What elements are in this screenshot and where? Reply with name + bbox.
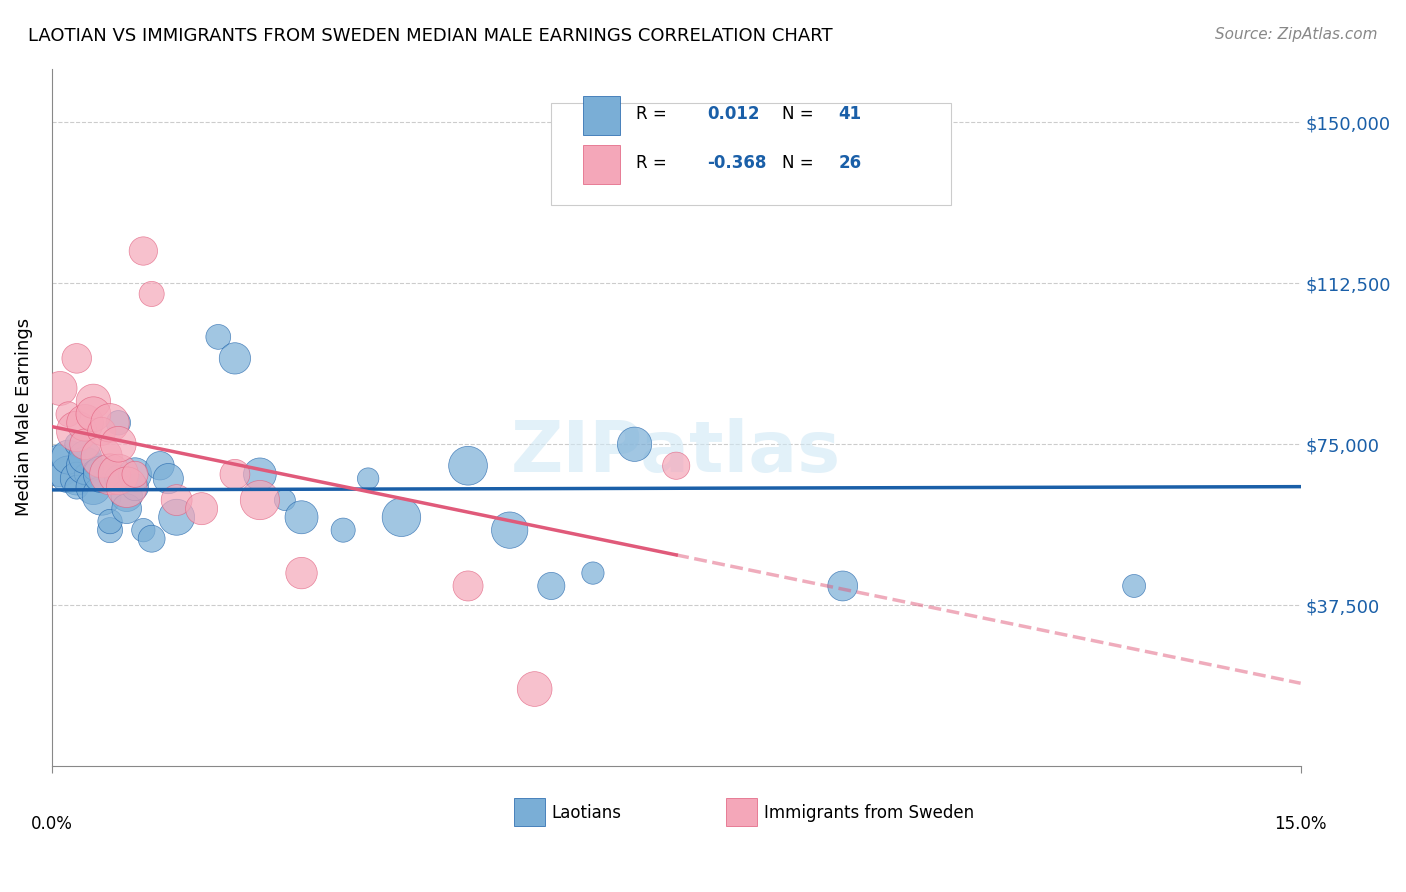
Point bbox=[499, 523, 522, 537]
Point bbox=[73, 467, 96, 482]
Point bbox=[141, 532, 163, 546]
Point bbox=[107, 437, 129, 451]
Point bbox=[224, 467, 246, 482]
Point bbox=[207, 330, 229, 344]
Point bbox=[665, 458, 688, 473]
Point bbox=[115, 489, 138, 503]
Text: Source: ZipAtlas.com: Source: ZipAtlas.com bbox=[1215, 27, 1378, 42]
Point bbox=[98, 416, 121, 430]
Point bbox=[523, 681, 546, 696]
Point bbox=[124, 480, 146, 494]
Y-axis label: Median Male Earnings: Median Male Earnings bbox=[15, 318, 32, 516]
Point bbox=[90, 467, 112, 482]
Text: LAOTIAN VS IMMIGRANTS FROM SWEDEN MEDIAN MALE EARNINGS CORRELATION CHART: LAOTIAN VS IMMIGRANTS FROM SWEDEN MEDIAN… bbox=[28, 27, 832, 45]
Point bbox=[73, 458, 96, 473]
Point bbox=[107, 472, 129, 486]
Point bbox=[332, 523, 354, 537]
Point bbox=[90, 489, 112, 503]
Point bbox=[249, 467, 271, 482]
Point bbox=[107, 467, 129, 482]
Point bbox=[540, 579, 562, 593]
Point bbox=[132, 523, 155, 537]
Point bbox=[115, 480, 138, 494]
FancyBboxPatch shape bbox=[725, 797, 758, 826]
Point bbox=[90, 425, 112, 439]
Point bbox=[623, 437, 645, 451]
FancyBboxPatch shape bbox=[551, 103, 950, 204]
Point bbox=[115, 501, 138, 516]
Point bbox=[457, 579, 479, 593]
FancyBboxPatch shape bbox=[582, 145, 620, 184]
Point bbox=[66, 472, 89, 486]
Point bbox=[82, 480, 104, 494]
Text: R =: R = bbox=[637, 153, 666, 172]
Point bbox=[66, 480, 89, 494]
Point bbox=[66, 437, 89, 451]
Point bbox=[290, 566, 312, 580]
Point bbox=[49, 381, 72, 395]
Point bbox=[107, 416, 129, 430]
Point bbox=[274, 493, 297, 508]
Text: Immigrants from Sweden: Immigrants from Sweden bbox=[763, 804, 974, 822]
Point bbox=[98, 515, 121, 529]
Point bbox=[66, 425, 89, 439]
Point bbox=[98, 467, 121, 482]
Text: 0.012: 0.012 bbox=[707, 105, 759, 123]
Text: Laotians: Laotians bbox=[551, 804, 621, 822]
Point bbox=[49, 458, 72, 473]
Point bbox=[73, 437, 96, 451]
FancyBboxPatch shape bbox=[513, 797, 546, 826]
FancyBboxPatch shape bbox=[582, 96, 620, 135]
Point bbox=[391, 510, 413, 524]
Point bbox=[141, 287, 163, 301]
Text: ZIPatlas: ZIPatlas bbox=[512, 417, 841, 487]
Point bbox=[82, 394, 104, 409]
Point bbox=[290, 510, 312, 524]
Point bbox=[224, 351, 246, 366]
Point bbox=[457, 458, 479, 473]
Point bbox=[82, 463, 104, 477]
Text: N =: N = bbox=[782, 105, 814, 123]
Text: 0.0%: 0.0% bbox=[31, 815, 73, 833]
Point bbox=[90, 450, 112, 464]
Point bbox=[98, 523, 121, 537]
Point bbox=[58, 450, 80, 464]
Point bbox=[82, 407, 104, 421]
Text: -0.368: -0.368 bbox=[707, 153, 766, 172]
Point bbox=[149, 458, 172, 473]
Point bbox=[157, 472, 180, 486]
Text: N =: N = bbox=[782, 153, 814, 172]
Point bbox=[58, 407, 80, 421]
Point bbox=[73, 416, 96, 430]
Point bbox=[1123, 579, 1146, 593]
Point bbox=[73, 450, 96, 464]
Point bbox=[190, 501, 212, 516]
Text: 26: 26 bbox=[838, 153, 862, 172]
Point bbox=[132, 244, 155, 258]
Point bbox=[582, 566, 605, 580]
Point bbox=[166, 510, 188, 524]
Point bbox=[66, 351, 89, 366]
Text: 41: 41 bbox=[838, 105, 862, 123]
Text: R =: R = bbox=[637, 105, 666, 123]
Point bbox=[58, 467, 80, 482]
Text: 15.0%: 15.0% bbox=[1274, 815, 1327, 833]
Point bbox=[249, 493, 271, 508]
Point bbox=[357, 472, 380, 486]
Point bbox=[124, 467, 146, 482]
Point bbox=[124, 467, 146, 482]
Point bbox=[166, 493, 188, 508]
Point bbox=[831, 579, 853, 593]
